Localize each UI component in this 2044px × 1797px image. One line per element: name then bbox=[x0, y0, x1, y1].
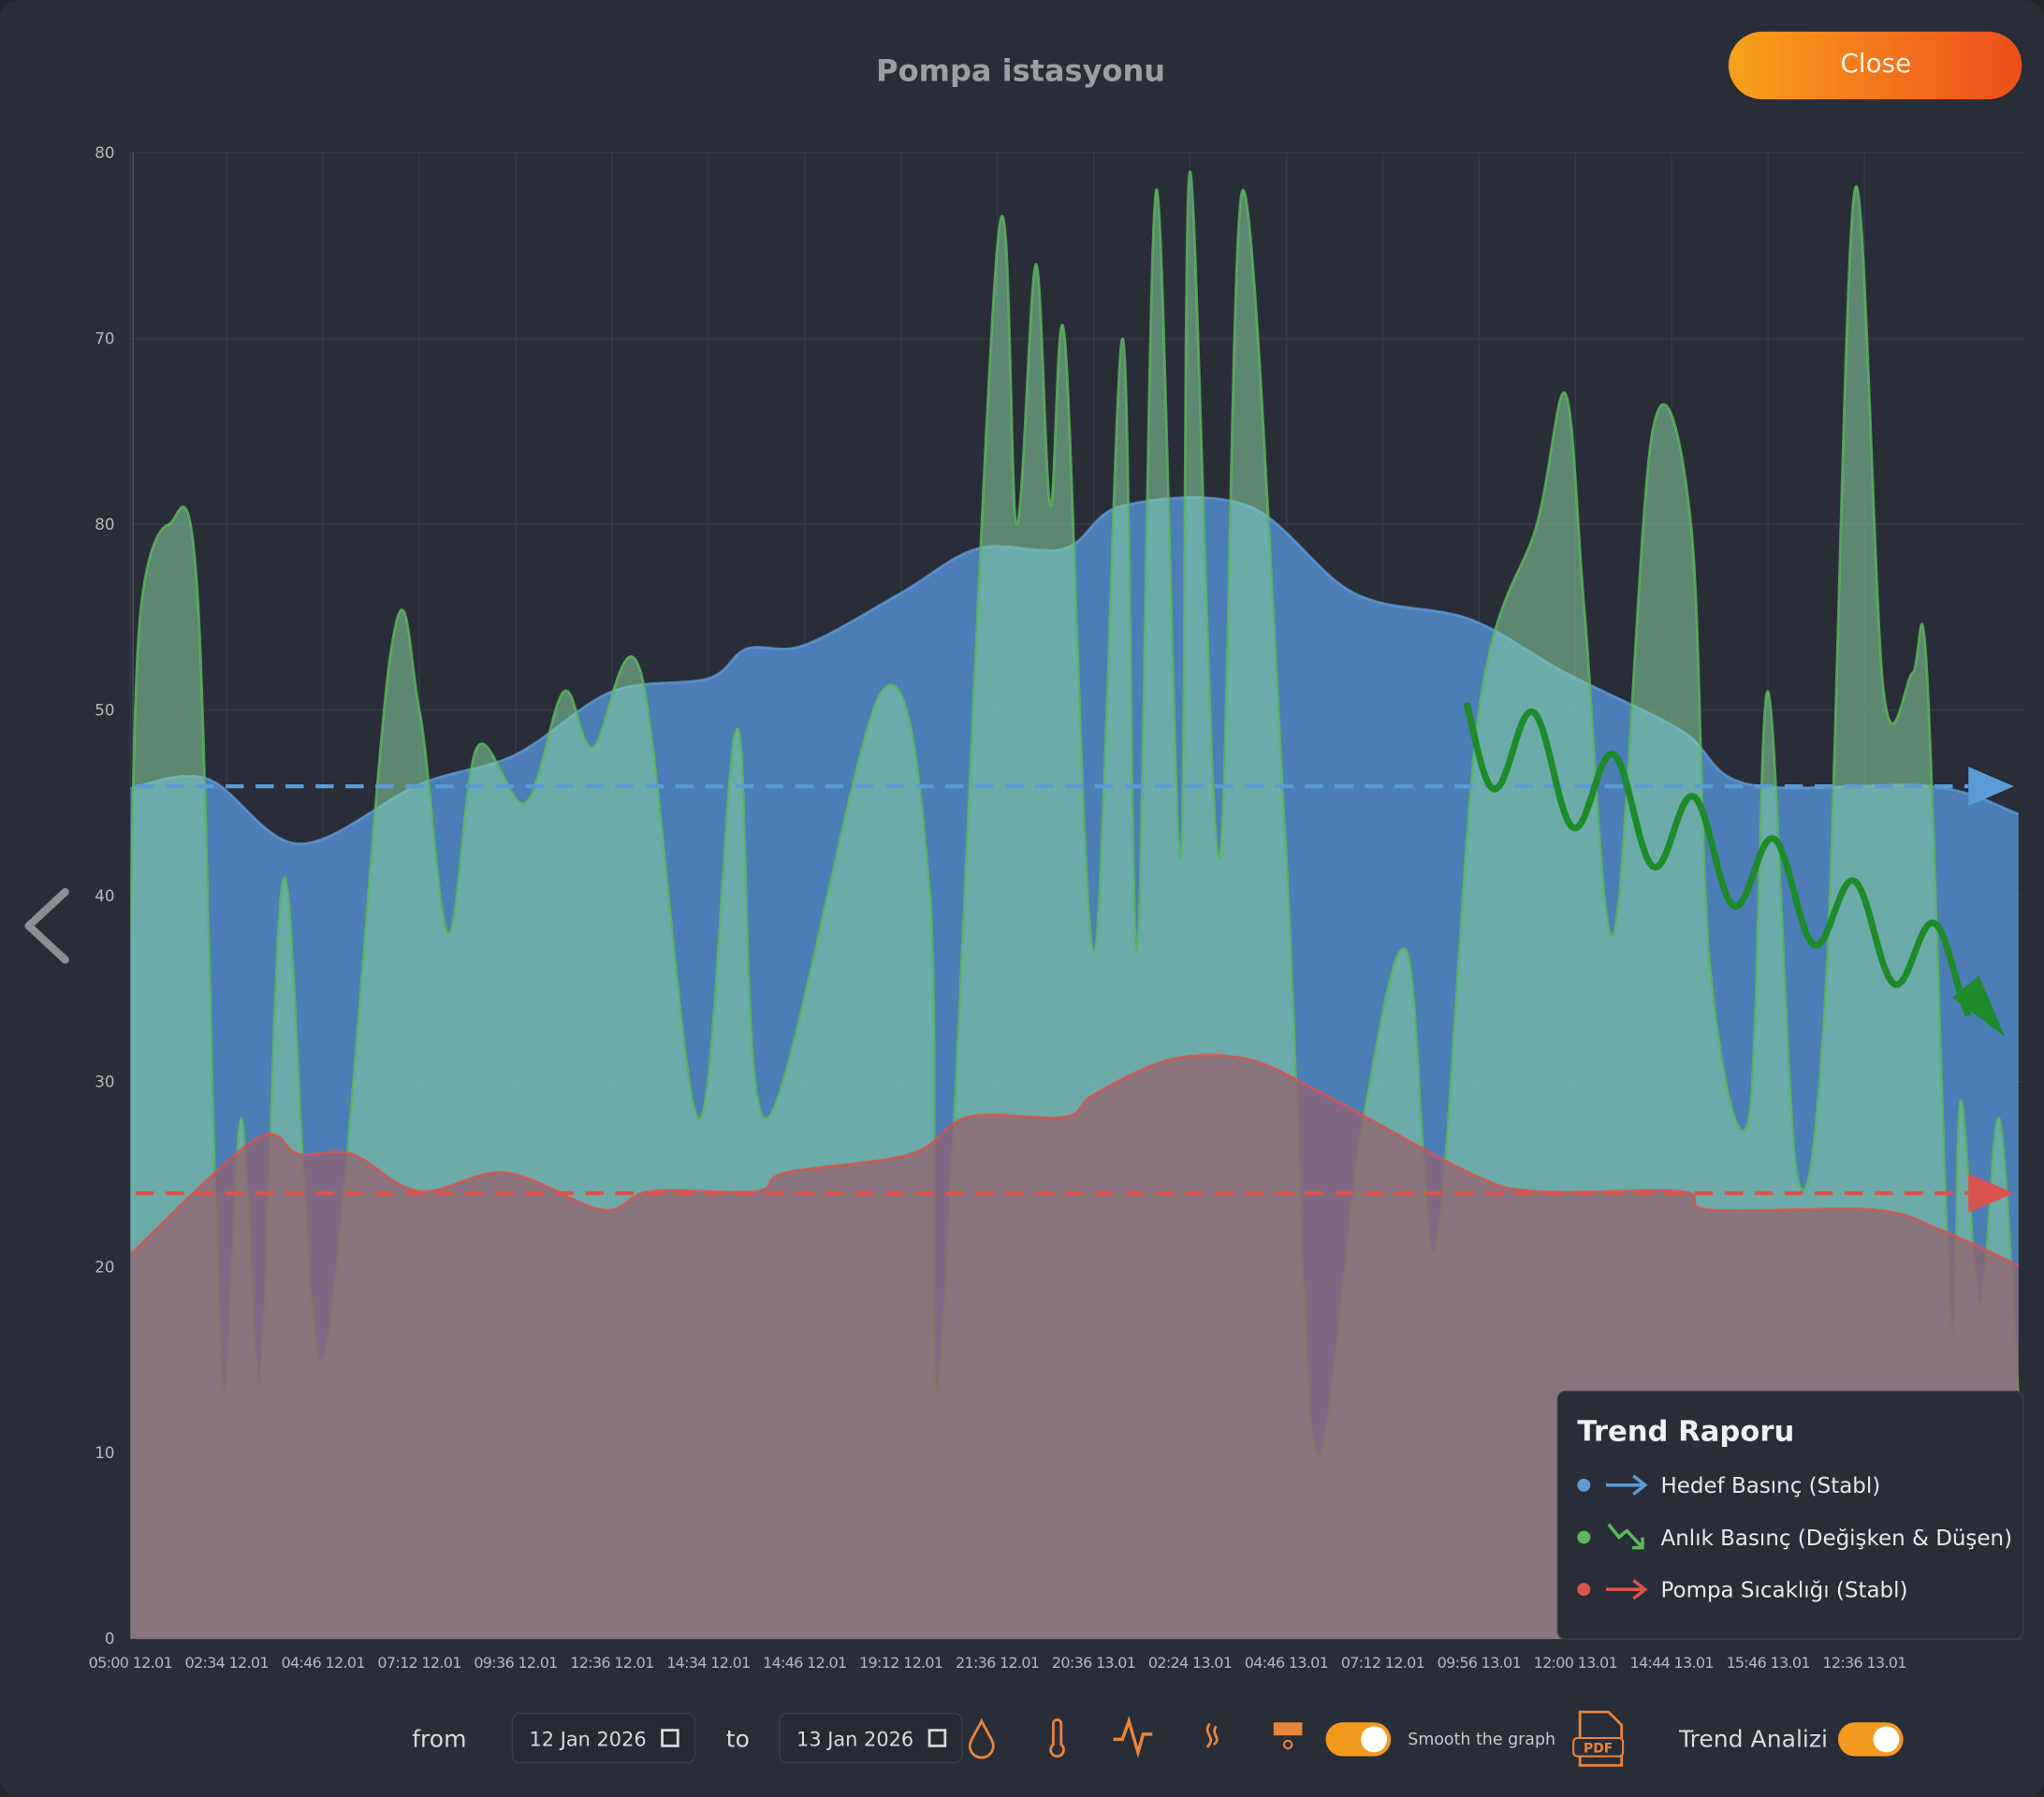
back-chevron[interactable] bbox=[24, 887, 69, 964]
title: Pompa istasyonu bbox=[876, 53, 1165, 89]
calendar-icon[interactable] bbox=[661, 1729, 679, 1747]
x-tick-label: 12:36 13.01 bbox=[1822, 1654, 1905, 1672]
x-tick-label: 02:24 13.01 bbox=[1148, 1654, 1232, 1672]
trend-arrow bbox=[1463, 701, 2006, 1037]
x-tick-label: 05:00 12.01 bbox=[89, 1654, 172, 1672]
x-tick-label: 19:12 12.01 bbox=[859, 1654, 942, 1672]
series-line bbox=[130, 169, 2021, 1459]
trend-arrowhead bbox=[1968, 1173, 2014, 1213]
pdf-label[interactable]: PDF bbox=[1584, 1741, 1613, 1756]
y-tick-label: 0 bbox=[105, 1629, 115, 1648]
legend-label: Anlık Basınç (Değişken & Düşen) bbox=[1661, 1527, 2013, 1551]
x-tick-label: 21:36 12.01 bbox=[956, 1654, 1039, 1672]
x-tick-label: 14:44 13.01 bbox=[1630, 1654, 1714, 1672]
from-label: from bbox=[412, 1726, 466, 1753]
legend-label: Hedef Basınç (Stabl) bbox=[1661, 1474, 1881, 1498]
x-tick-label: 04:46 13.01 bbox=[1245, 1654, 1328, 1672]
temperature-icon[interactable] bbox=[1049, 1718, 1065, 1758]
x-tick-label: 07:12 12.01 bbox=[377, 1654, 460, 1672]
smooth-label: Smooth the graph bbox=[1408, 1731, 1555, 1749]
water-icon[interactable] bbox=[968, 1717, 995, 1760]
x-tick-label: 09:36 12.01 bbox=[474, 1654, 557, 1672]
pdf-badge[interactable] bbox=[1572, 1736, 1625, 1758]
x-tick-label: 04:46 12.01 bbox=[281, 1654, 364, 1672]
y-tick-label: 40 bbox=[95, 886, 114, 905]
from-date-input[interactable] bbox=[511, 1712, 696, 1764]
x-tick-label: 14:34 12.01 bbox=[666, 1654, 750, 1672]
chart: 0 10 20 30 40 50 80 70 80 05:00 12.01 02:34 12.01 0… bbox=[89, 143, 2023, 1672]
x-tick-label: 07:12 12.01 bbox=[1341, 1654, 1424, 1672]
to-date[interactable]: 13 Jan 2026 bbox=[796, 1728, 913, 1750]
legend-label: Pompa Sıcaklığı (Stabl) bbox=[1661, 1579, 1908, 1603]
smooth-toggle-knob[interactable] bbox=[1361, 1726, 1387, 1753]
to-label: to bbox=[726, 1726, 750, 1753]
y-tick-label: 10 bbox=[95, 1443, 114, 1462]
from-date[interactable]: 12 Jan 2026 bbox=[529, 1728, 646, 1750]
legend-icon bbox=[1606, 1579, 1648, 1600]
y-tick-label: 70 bbox=[95, 329, 114, 347]
pulse-icon[interactable] bbox=[1113, 1716, 1153, 1759]
x-tick-label: 20:36 13.01 bbox=[1052, 1654, 1135, 1672]
legend-box bbox=[1556, 1390, 2024, 1640]
x-tick-label: 09:56 13.01 bbox=[1438, 1654, 1521, 1672]
y-tick-label: 50 bbox=[95, 700, 114, 719]
close-button[interactable] bbox=[1728, 31, 2022, 100]
legend: Trend Raporu Hedef Basınç (Stabl) Anlık Ba… bbox=[1556, 1390, 2024, 1640]
to-date-input[interactable] bbox=[779, 1712, 963, 1764]
x-tick-label: 02:34 12.01 bbox=[185, 1654, 269, 1672]
trend-wave-head bbox=[1952, 975, 2006, 1037]
trend-toggle-knob[interactable] bbox=[1873, 1726, 1900, 1753]
x-tick-label: 15:46 13.01 bbox=[1726, 1654, 1809, 1672]
series-area bbox=[130, 1055, 2019, 1640]
legend-icon bbox=[1606, 1474, 1648, 1496]
calendar-icon[interactable] bbox=[927, 1729, 947, 1747]
toolbar: from 12 Jan 2026 to 13 Jan 2026 Smooth t… bbox=[412, 1710, 1904, 1767]
flame-icon[interactable] bbox=[1205, 1722, 1219, 1748]
y-tick-label: 80 bbox=[95, 143, 114, 162]
y-tick-label: 30 bbox=[95, 1072, 114, 1090]
pump-icon-dot[interactable] bbox=[1282, 1739, 1293, 1750]
x-tick-label: 14:46 12.01 bbox=[763, 1654, 846, 1672]
legend-dot bbox=[1577, 1530, 1591, 1544]
legend-dot bbox=[1577, 1478, 1591, 1492]
y-tick-label: 20 bbox=[95, 1258, 114, 1277]
trend-label: Trend Analizi bbox=[1678, 1726, 1828, 1753]
y-tick-label: 80 bbox=[95, 515, 114, 533]
plot-area bbox=[130, 169, 2021, 1640]
trend-arrowhead bbox=[1968, 767, 2014, 807]
series-line bbox=[130, 1053, 2020, 1267]
legend-title: Trend Raporu bbox=[1577, 1415, 1794, 1448]
trend-wave bbox=[1463, 701, 1972, 1017]
close-label[interactable]: Close bbox=[1840, 48, 1911, 79]
x-tick-label: 12:36 12.01 bbox=[570, 1654, 653, 1672]
legend-icon bbox=[1607, 1523, 1644, 1550]
x-tick-label: 12:00 13.01 bbox=[1534, 1654, 1617, 1672]
pump-icon[interactable] bbox=[1273, 1722, 1303, 1736]
legend-dot bbox=[1577, 1583, 1591, 1597]
